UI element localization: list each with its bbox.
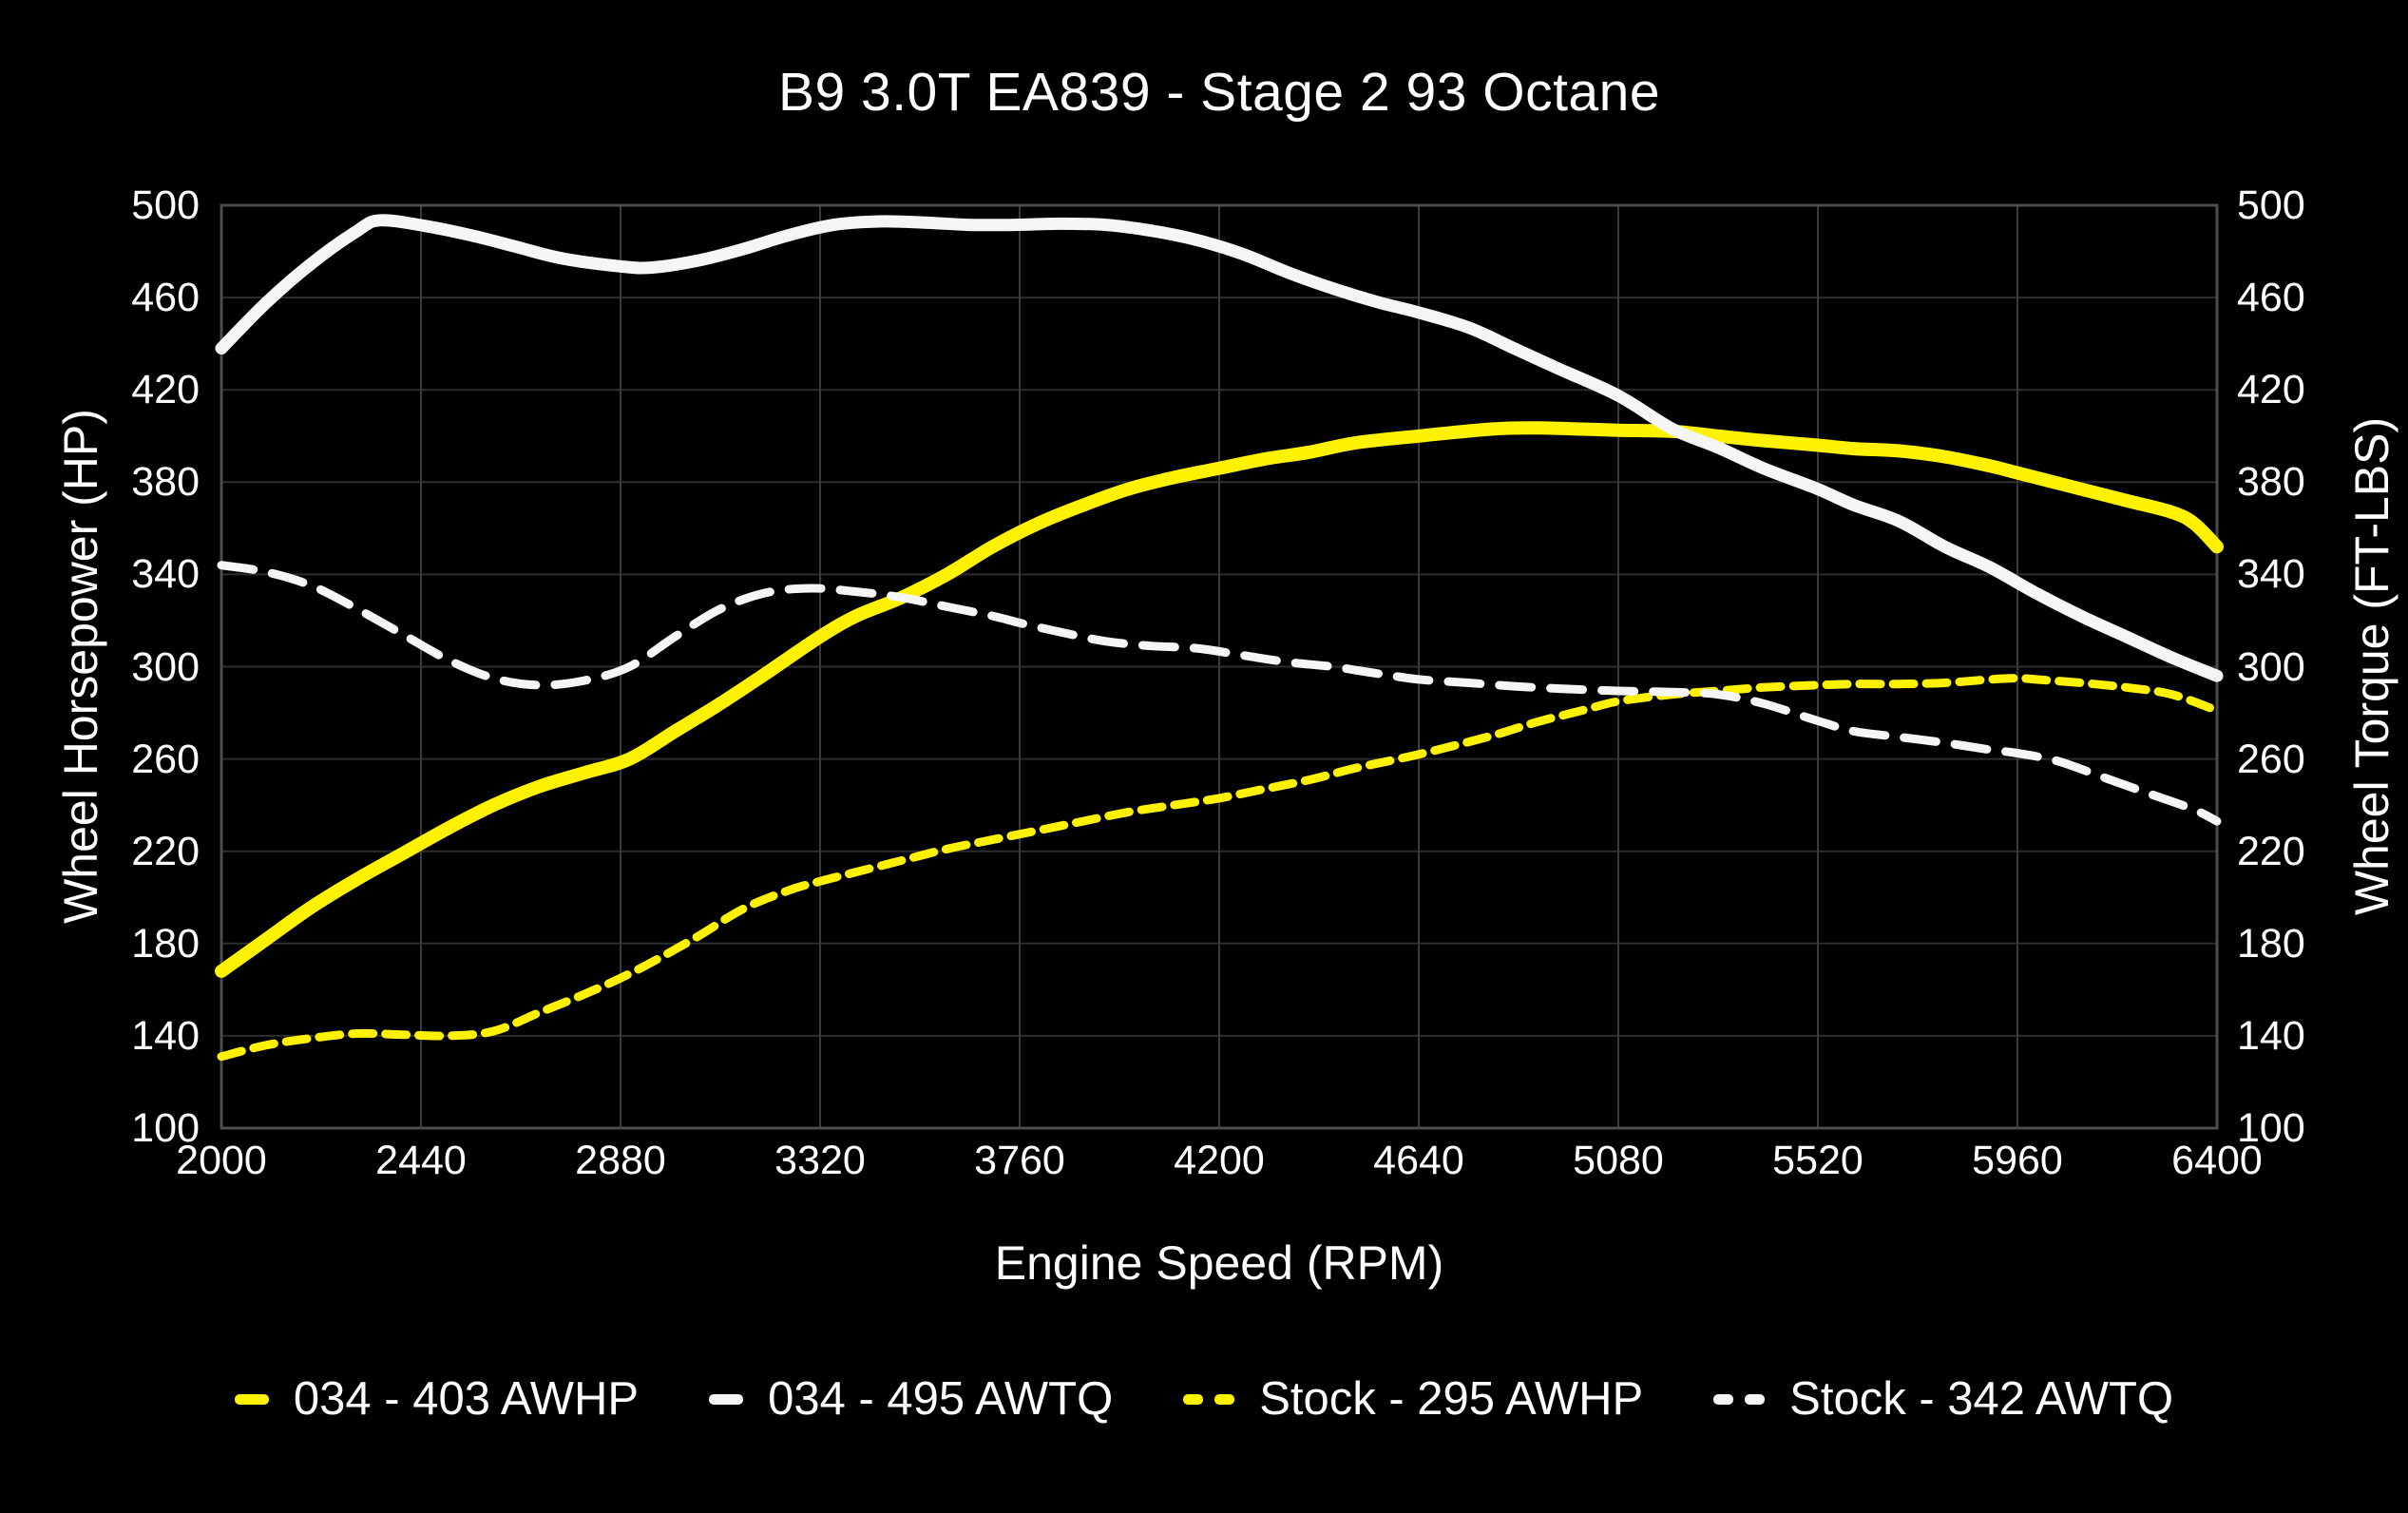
y-tick-right-180: 180	[2237, 920, 2305, 967]
y-tick-right-100: 100	[2237, 1105, 2305, 1151]
plot-frame	[220, 203, 2219, 1130]
x-tick-5080: 5080	[1573, 1138, 1664, 1183]
y-tick-right-260: 260	[2237, 736, 2305, 782]
y-tick-right-300: 300	[2237, 643, 2305, 690]
y-tick-left-260: 260	[131, 736, 200, 782]
dashed-line-swatch-icon	[1713, 1393, 1766, 1405]
legend-item-0: 034 - 403 AWHP	[234, 1372, 640, 1426]
series-line-2	[217, 674, 2222, 1062]
y-axis-title-right: Wheel Torque (FT-LBS)	[2345, 416, 2398, 916]
y-tick-left-180: 180	[131, 920, 200, 967]
legend-item-2: Stock - 295 AWHP	[1183, 1372, 1643, 1426]
y-tick-left-220: 220	[131, 828, 200, 874]
solid-line-swatch-icon	[709, 1393, 744, 1405]
dashed-line-swatch-icon	[1183, 1393, 1235, 1405]
y-tick-left-100: 100	[131, 1105, 200, 1151]
legend: 034 - 403 AWHP 034 - 495 AWTQ Stock - 295 …	[0, 1372, 2408, 1426]
y-tick-right-500: 500	[2237, 182, 2305, 228]
y-tick-right-460: 460	[2237, 275, 2305, 321]
x-tick-3320: 3320	[774, 1138, 866, 1183]
chart-title: B9 3.0T EA839 - Stage 2 93 Octane	[777, 62, 1661, 123]
y-tick-right-140: 140	[2237, 1012, 2305, 1059]
series-line-3	[217, 561, 2222, 826]
x-tick-5960: 5960	[1972, 1138, 2063, 1183]
legend-label-0: 034 - 403 AWHP	[293, 1373, 640, 1425]
x-tick-3760: 3760	[974, 1138, 1065, 1183]
y-tick-left-300: 300	[131, 643, 200, 690]
legend-item-3: Stock - 342 AWTQ	[1713, 1372, 2173, 1426]
y-tick-left-500: 500	[131, 182, 200, 228]
y-tick-right-380: 380	[2237, 459, 2305, 506]
y-tick-left-420: 420	[131, 367, 200, 413]
legend-label-3: Stock - 342 AWTQ	[1789, 1373, 2174, 1425]
y-tick-left-340: 340	[131, 551, 200, 598]
y-tick-right-220: 220	[2237, 828, 2305, 874]
legend-label-1: 034 - 495 AWTQ	[768, 1373, 1114, 1425]
y-tick-left-380: 380	[131, 459, 200, 506]
solid-line-swatch-icon	[234, 1393, 269, 1405]
x-tick-4200: 4200	[1174, 1138, 1265, 1183]
x-tick-6400: 6400	[2171, 1138, 2263, 1183]
y-tick-left-140: 140	[131, 1012, 200, 1059]
y-tick-right-420: 420	[2237, 367, 2305, 413]
series-line-0	[215, 421, 2224, 978]
x-tick-5520: 5520	[1772, 1138, 1863, 1183]
x-tick-4640: 4640	[1373, 1138, 1464, 1183]
legend-item-1: 034 - 495 AWTQ	[709, 1372, 1113, 1426]
x-axis-title: Engine Speed (RPM)	[994, 1236, 1444, 1290]
series-line-1	[215, 214, 2224, 682]
y-axis-title-left: Wheel Horsepower (HP)	[54, 409, 107, 924]
x-tick-2880: 2880	[575, 1138, 666, 1183]
x-tick-2440: 2440	[375, 1138, 467, 1183]
y-tick-right-340: 340	[2237, 551, 2305, 598]
y-tick-left-460: 460	[131, 275, 200, 321]
x-tick-2000: 2000	[176, 1138, 267, 1183]
legend-label-2: Stock - 295 AWHP	[1259, 1373, 1644, 1425]
